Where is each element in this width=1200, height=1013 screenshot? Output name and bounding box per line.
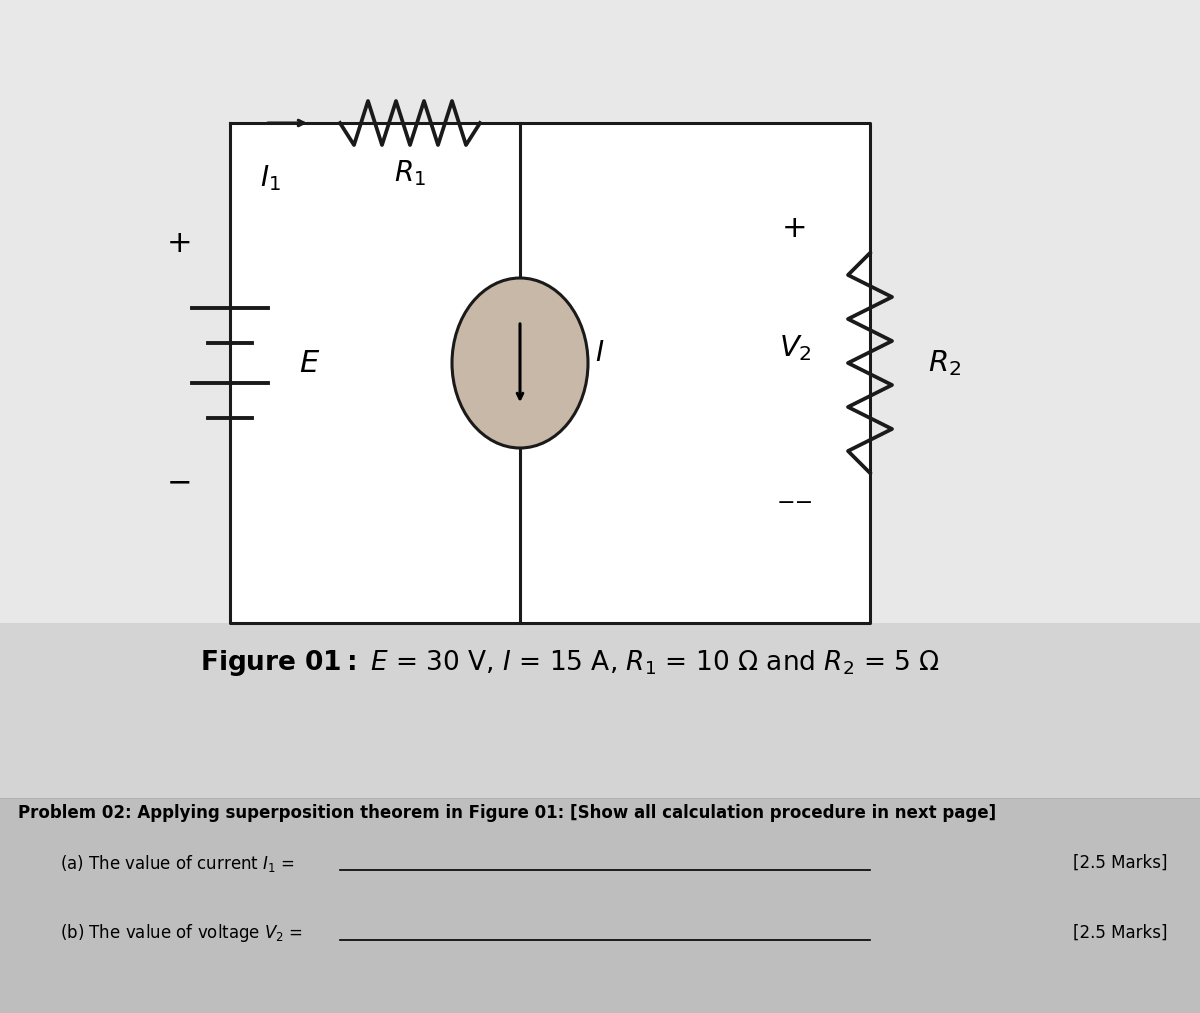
Text: (b) The value of voltage $V_2$ =: (b) The value of voltage $V_2$ =	[60, 922, 304, 944]
Text: $R_1$: $R_1$	[394, 158, 426, 187]
Text: $R_2$: $R_2$	[929, 348, 961, 378]
FancyBboxPatch shape	[0, 798, 1200, 1013]
Text: +: +	[167, 229, 193, 257]
Text: [2.5 Marks]: [2.5 Marks]	[1073, 854, 1168, 872]
Text: (a) The value of current $I_1$ =: (a) The value of current $I_1$ =	[60, 853, 295, 873]
Ellipse shape	[452, 278, 588, 448]
Text: +: +	[782, 214, 808, 242]
Text: $\mathbf{Figure\ 01:}$ $E$ = 30 V, $I$ = 15 A, $R_1$ = 10 $\Omega$ and $R_2$ = 5: $\mathbf{Figure\ 01:}$ $E$ = 30 V, $I$ =…	[200, 648, 940, 678]
Text: −−: −−	[776, 493, 814, 513]
Text: Problem 02: Applying superposition theorem in Figure 01: [Show all calculation p: Problem 02: Applying superposition theor…	[18, 804, 996, 822]
Text: $V_2$: $V_2$	[779, 333, 811, 363]
Text: $I_1$: $I_1$	[259, 163, 281, 192]
FancyBboxPatch shape	[0, 0, 1200, 623]
Text: $E$: $E$	[299, 348, 320, 378]
Text: −: −	[167, 468, 193, 497]
Text: [2.5 Marks]: [2.5 Marks]	[1073, 924, 1168, 942]
FancyBboxPatch shape	[230, 123, 870, 623]
Text: $I$: $I$	[595, 339, 605, 367]
